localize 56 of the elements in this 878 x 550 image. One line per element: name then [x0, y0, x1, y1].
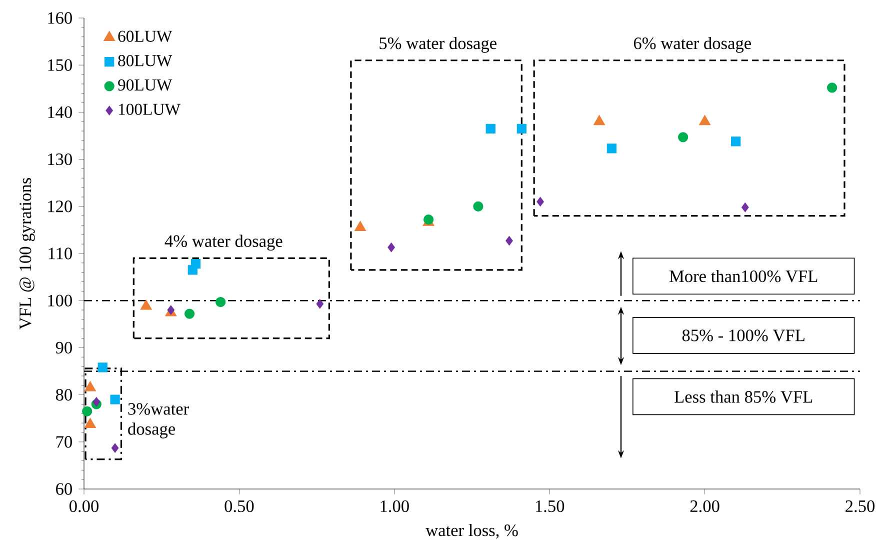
annotation: Less than 85% VFL [674, 390, 812, 403]
point [486, 124, 496, 134]
x-tick-label: 1.50 [536, 500, 564, 512]
point [140, 300, 152, 310]
point [593, 114, 606, 126]
y-tick-label: 90 [56, 342, 72, 354]
point [536, 196, 544, 206]
point [98, 362, 108, 372]
point [111, 443, 119, 453]
x-tick-label: 1.00 [380, 500, 409, 512]
legend-label: 80LUW [118, 55, 172, 66]
x-tick-label: 2.50 [846, 500, 875, 512]
y-tick-label: 120 [48, 200, 72, 212]
y-tick-label: 100 [48, 294, 72, 306]
annotation: 85% - 100% VFL [682, 330, 804, 342]
point [473, 201, 484, 212]
y-tick-label: 130 [48, 153, 72, 166]
annotation: 3%water dosage [128, 403, 189, 438]
point [826, 82, 838, 93]
legend-label: 90LUW [118, 79, 172, 91]
point [184, 308, 195, 319]
point [354, 220, 366, 232]
point [110, 394, 120, 404]
x-tick-label: 0.50 [224, 500, 254, 512]
legend-label: 100LUW [119, 104, 180, 116]
annotation: 4% water dosage [164, 234, 282, 251]
y-tick-label: 150 [48, 59, 72, 71]
x-axis-title: water loss, % [426, 524, 518, 539]
y-tick-label: 60 [56, 483, 72, 495]
y-axis-title: VFL @ 100 gyrations [20, 178, 35, 330]
y-tick-label: 70 [56, 436, 72, 448]
legend-label: 60LUW [118, 30, 172, 42]
point [678, 132, 688, 142]
y-tick-label: 140 [48, 106, 72, 118]
point [84, 381, 96, 392]
x-tick-label: 2.00 [690, 500, 720, 512]
point [741, 202, 749, 212]
point [506, 236, 513, 246]
annotation: More than100% VFL [669, 270, 818, 282]
point [82, 406, 92, 416]
annotation: 5% water dosage [380, 36, 496, 53]
annotation: 6% water dosage [634, 36, 751, 53]
point [316, 299, 324, 309]
point [698, 114, 711, 126]
y-tick-label: 110 [48, 248, 72, 260]
point [606, 144, 616, 154]
point [388, 242, 395, 252]
y-tick-label: 80 [56, 388, 72, 401]
point [216, 296, 226, 308]
point [190, 259, 201, 269]
point [731, 136, 741, 146]
y-tick-label: 160 [48, 12, 72, 24]
point [84, 418, 96, 428]
x-tick-label: 0.00 [70, 500, 99, 512]
point [92, 397, 100, 407]
point [516, 124, 526, 134]
